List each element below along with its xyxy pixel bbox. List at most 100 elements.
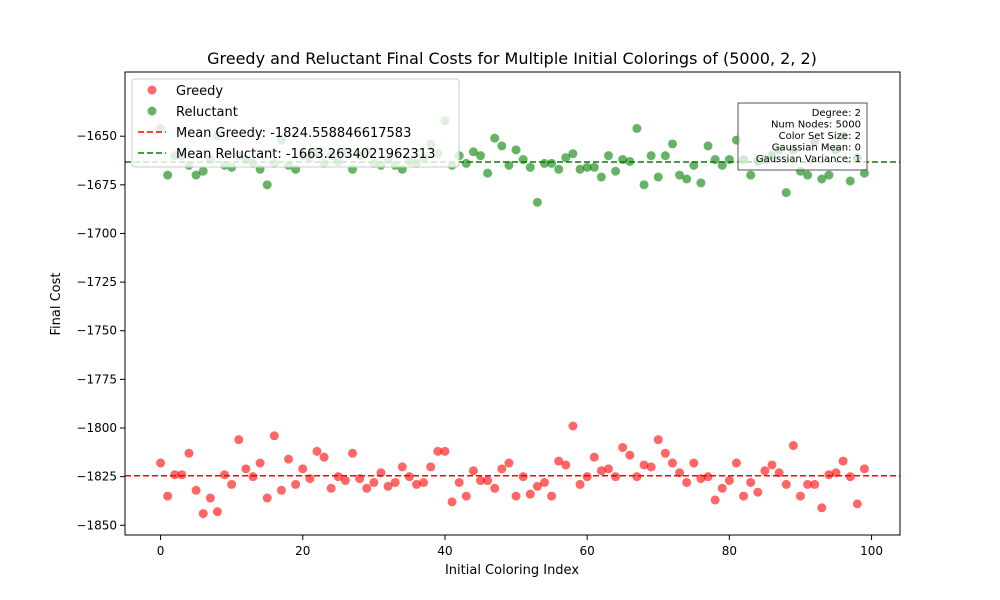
reluctant-point xyxy=(262,180,272,190)
greedy-point xyxy=(646,462,656,472)
greedy-point xyxy=(689,458,699,468)
greedy-point xyxy=(632,472,642,482)
reluctant-point xyxy=(696,178,706,188)
greedy-point xyxy=(241,464,251,474)
y-tick-label: −1675 xyxy=(76,178,117,192)
greedy-point xyxy=(340,476,350,486)
greedy-point xyxy=(753,487,763,497)
greedy-point xyxy=(184,448,194,458)
greedy-point xyxy=(739,491,749,501)
greedy-point xyxy=(611,472,621,482)
greedy-point xyxy=(788,441,798,451)
greedy-point xyxy=(248,472,258,482)
y-tick-label: −1700 xyxy=(76,226,117,240)
greedy-point xyxy=(845,472,855,482)
greedy-point xyxy=(589,452,599,462)
reluctant-point xyxy=(589,162,599,172)
greedy-point xyxy=(817,503,827,513)
greedy-point xyxy=(490,483,500,493)
greedy-point xyxy=(163,491,173,501)
reluctant-point xyxy=(582,162,592,172)
reluctant-point xyxy=(781,188,791,198)
y-tick-label: −1775 xyxy=(76,372,117,386)
greedy-point xyxy=(682,477,692,487)
greedy-point xyxy=(461,491,471,501)
reluctant-point xyxy=(746,170,756,180)
annotation-line: Gaussian Variance: 1 xyxy=(756,154,861,165)
greedy-point xyxy=(291,479,301,489)
reluctant-point xyxy=(859,168,869,178)
greedy-point xyxy=(212,507,222,517)
greedy-point xyxy=(717,483,727,493)
reluctant-point xyxy=(198,166,208,176)
greedy-point xyxy=(582,472,592,482)
reluctant-point xyxy=(163,170,173,180)
reluctant-point xyxy=(682,174,692,184)
annotation-line: Num Nodes: 5000 xyxy=(771,120,861,131)
greedy-point xyxy=(426,462,436,472)
reluctant-point xyxy=(191,170,201,180)
greedy-point xyxy=(781,479,791,489)
greedy-point xyxy=(803,479,813,489)
annotation-line: Degree: 2 xyxy=(812,108,861,119)
greedy-point xyxy=(298,464,308,474)
greedy-point xyxy=(760,466,770,476)
greedy-point xyxy=(554,456,564,466)
greedy-point xyxy=(440,446,450,456)
greedy-point xyxy=(561,460,571,470)
reluctant-point xyxy=(632,123,642,133)
x-tick-label: 100 xyxy=(860,544,883,558)
greedy-point xyxy=(625,450,635,460)
reluctant-point xyxy=(461,158,471,168)
greedy-point xyxy=(412,479,422,489)
greedy-legend-label: Greedy xyxy=(176,84,223,99)
reluctant-point xyxy=(532,197,542,207)
greedy-point xyxy=(504,458,514,468)
reluctant-point xyxy=(845,176,855,186)
greedy-point xyxy=(255,458,265,468)
greedy-point xyxy=(539,477,549,487)
greedy-point xyxy=(568,421,578,431)
x-tick-label: 80 xyxy=(722,544,737,558)
greedy-legend-marker xyxy=(147,85,157,95)
greedy-point xyxy=(191,485,201,495)
reluctant-point xyxy=(511,145,521,155)
greedy-point xyxy=(454,477,464,487)
greedy-point xyxy=(795,491,805,501)
reluctant-point xyxy=(561,153,571,163)
mean-greedy-legend-label: Mean Greedy: -1824.558846617583 xyxy=(176,126,411,141)
greedy-point xyxy=(284,454,294,464)
greedy-point xyxy=(433,446,443,456)
y-tick-label: −1725 xyxy=(76,275,117,289)
greedy-point xyxy=(476,476,486,486)
x-axis-label: Initial Coloring Index xyxy=(445,563,579,578)
greedy-point xyxy=(170,470,180,480)
legend-box xyxy=(131,78,460,168)
reluctant-point xyxy=(689,160,699,170)
reluctant-point xyxy=(497,141,507,151)
reluctant-point xyxy=(824,170,834,180)
greedy-point xyxy=(312,446,322,456)
y-tick-label: −1800 xyxy=(76,421,117,435)
greedy-point xyxy=(419,477,429,487)
greedy-point xyxy=(518,472,528,482)
y-tick-label: −1850 xyxy=(76,518,117,532)
legend: Greedy Reluctant Mean Greedy: -1824.558846… xyxy=(131,78,460,168)
plot-area: 0 20 40 60 80 100 −1850 −1825 −1800 −1775 −1750 −17… xyxy=(76,71,901,558)
annotation-box xyxy=(737,102,868,171)
greedy-point xyxy=(276,485,286,495)
greedy-point xyxy=(532,481,542,491)
greedy-point xyxy=(653,435,663,445)
greedy-point xyxy=(319,452,329,462)
annotation-line: Gaussian Mean: 0 xyxy=(772,143,861,154)
y-tick-label: −1650 xyxy=(76,129,117,143)
greedy-point xyxy=(731,458,741,468)
greedy-point xyxy=(838,456,848,466)
reluctant-point xyxy=(504,160,514,170)
greedy-point xyxy=(767,460,777,470)
greedy-point xyxy=(468,466,478,476)
greedy-point xyxy=(660,448,670,458)
reluctant-point xyxy=(525,162,535,172)
reluctant-point xyxy=(660,151,670,161)
y-axis-label: Final Cost xyxy=(49,273,64,336)
